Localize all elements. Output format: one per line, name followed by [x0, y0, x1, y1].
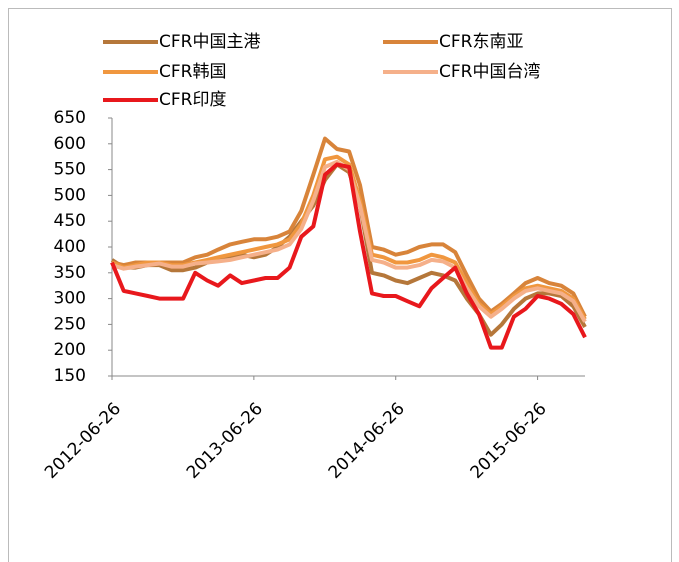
- y-tick-label: 450: [54, 211, 86, 231]
- x-tick-label: 2014-06-26: [325, 399, 409, 483]
- y-tick-label: 600: [54, 134, 86, 154]
- legend-label: CFR中国台湾: [439, 62, 540, 82]
- x-tick-label: 2015-06-26: [467, 399, 551, 483]
- legend-label: CFR东南亚: [439, 32, 523, 52]
- y-tick-label: 200: [54, 340, 86, 360]
- legend-label: CFR韩国: [159, 62, 226, 82]
- y-tick-label: 400: [54, 237, 86, 257]
- y-tick-label: 150: [54, 366, 86, 386]
- x-tick-label: 2013-06-26: [183, 399, 267, 483]
- legend-label: CFR中国主港: [159, 32, 260, 52]
- y-tick-label: 250: [54, 314, 86, 334]
- y-tick-label: 650: [54, 108, 86, 128]
- y-tick-label: 350: [54, 263, 86, 283]
- y-tick-label: 550: [54, 160, 86, 180]
- series-line: [110, 162, 587, 337]
- y-tick-label: 300: [54, 289, 86, 309]
- x-tick-label: 2012-06-26: [41, 399, 125, 483]
- y-tick-label: 500: [54, 185, 86, 205]
- series-line: [110, 162, 587, 350]
- legend-label: CFR印度: [159, 90, 226, 110]
- chart-border: [8, 8, 672, 562]
